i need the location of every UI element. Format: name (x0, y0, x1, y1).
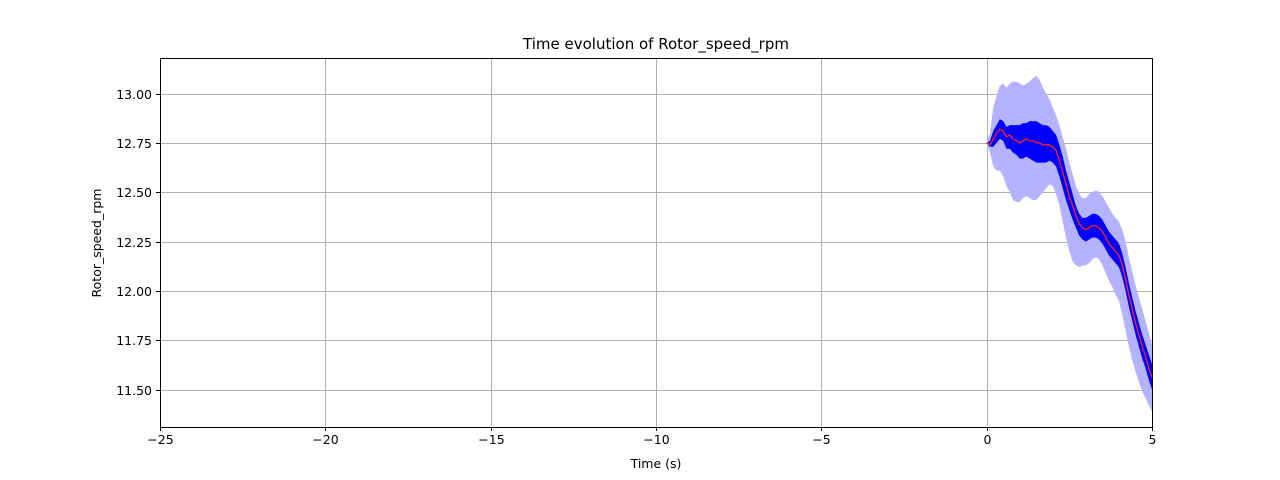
y-tick-label: 11.75 (116, 333, 152, 348)
y-tick-label: 12.75 (116, 136, 152, 151)
chart-title: Time evolution of Rotor_speed_rpm (522, 35, 789, 54)
x-tick-label: −5 (812, 432, 830, 447)
mean-line (986, 128, 1153, 378)
tick-layer: −25 −20 −15 −10 −5 0 5 11.50 11.75 12.00 12.25 12.5… (116, 87, 1156, 447)
x-tick-label: −10 (643, 432, 669, 447)
x-tick-label: −20 (312, 432, 338, 447)
y-tick-label: 11.50 (116, 383, 152, 398)
plot-layer (986, 75, 1153, 412)
y-tick-label: 12.00 (116, 284, 152, 299)
outer-confidence-band (986, 75, 1152, 412)
x-tick-label: −15 (478, 432, 504, 447)
x-tick-label: 5 (1149, 432, 1157, 447)
y-tick-label: 12.50 (116, 185, 152, 200)
y-axis-label: Rotor_speed_rpm (89, 189, 104, 298)
y-tick-label: 12.25 (116, 235, 152, 250)
x-tick-label: 0 (984, 432, 992, 447)
x-tick-label: −25 (147, 432, 173, 447)
x-axis-label: Time (s) (630, 456, 682, 471)
y-tick-label: 13.00 (116, 87, 152, 102)
